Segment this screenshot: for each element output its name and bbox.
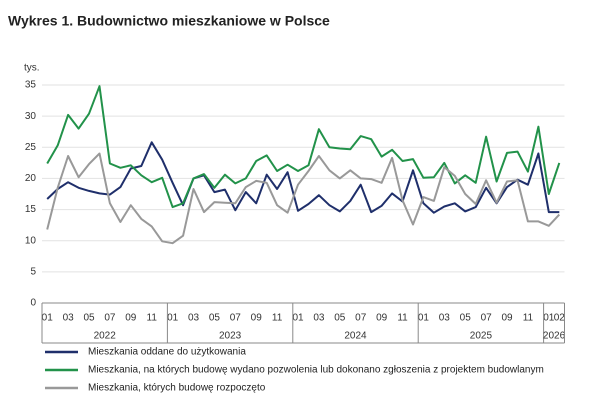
- x-tick-label: 07: [355, 313, 367, 324]
- series-line: [46, 85, 561, 209]
- x-tick-label: 11: [523, 313, 534, 324]
- x-tick-label: 03: [439, 313, 451, 324]
- x-tick-label: 09: [125, 313, 137, 324]
- x-tick-label: 01: [42, 313, 54, 324]
- y-tick-label: 25: [25, 142, 37, 153]
- x-tick-label: 03: [63, 313, 75, 324]
- legend-text: Mieszkania, na których budowę wydano poz…: [88, 365, 544, 376]
- x-tick-label: 09: [376, 313, 388, 324]
- y-tick-label: 35: [25, 80, 37, 91]
- legend-text: Mieszkania, których budowę rozpoczęto: [88, 383, 266, 394]
- x-tick-label: 05: [83, 313, 95, 324]
- x-tick-label: 09: [251, 313, 263, 324]
- x-tick-label: 09: [501, 313, 513, 324]
- x-tick-label: 03: [188, 313, 200, 324]
- year-label: 2023: [219, 331, 242, 342]
- x-tick-label: 05: [209, 313, 221, 324]
- x-tick-label: 07: [230, 313, 242, 324]
- year-label: 2024: [344, 331, 367, 342]
- x-tick-label: 01: [418, 313, 430, 324]
- x-tick-label: 05: [334, 313, 346, 324]
- y-axis-unit: tys.: [24, 63, 40, 74]
- x-tick-label: 03: [313, 313, 325, 324]
- x-tick-label: 02: [554, 313, 566, 324]
- y-tick-label: 15: [25, 204, 37, 215]
- chart-title: Wykres 1. Budownictwo mieszkaniowe w Pol…: [8, 13, 330, 29]
- y-tick-label: 0: [30, 298, 36, 309]
- x-tick-label: 11: [272, 313, 283, 324]
- y-tick-label: 10: [25, 235, 37, 246]
- year-label: 2022: [94, 331, 117, 342]
- x-tick-label: 01: [543, 313, 555, 324]
- series-line: [46, 152, 561, 245]
- x-tick-label: 07: [104, 313, 116, 324]
- x-tick-label: 11: [147, 313, 158, 324]
- y-tick-label: 5: [30, 266, 36, 277]
- year-label: 2025: [470, 331, 493, 342]
- y-tick-label: 20: [25, 173, 37, 184]
- x-tick-label: 07: [481, 313, 493, 324]
- x-tick-label: 01: [292, 313, 304, 324]
- x-tick-label: 11: [397, 313, 408, 324]
- year-label: 2026: [543, 331, 566, 342]
- x-tick-label: 01: [167, 313, 179, 324]
- x-tick-label: 05: [460, 313, 472, 324]
- legend-text: Mieszkania oddane do użytkowania: [88, 347, 246, 358]
- y-tick-label: 30: [25, 111, 37, 122]
